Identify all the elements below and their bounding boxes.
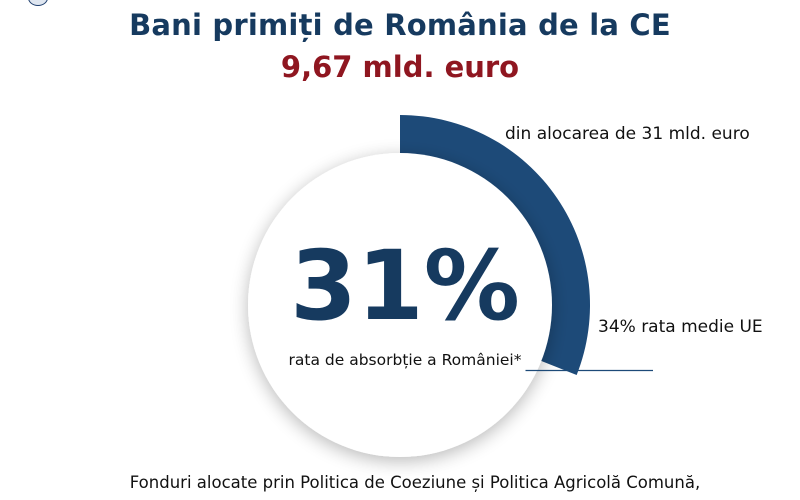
page-title: Bani primiți de România de la CE (129, 8, 671, 42)
footer-note: Fonduri alocate prin Politica de Coeziun… (129, 473, 701, 492)
allocation-annotation: din alocarea de 31 mld. euro (505, 124, 750, 144)
absorption-rate-value: 31% (290, 230, 520, 342)
eu-average-annotation: 34% rata medie UE (598, 317, 763, 337)
absorption-rate-arc (400, 115, 590, 375)
amount-received: 9,67 mld. euro (280, 50, 520, 84)
center-circle (248, 153, 552, 457)
absorption-rate-label: rata de absorbție a României* (288, 351, 522, 369)
